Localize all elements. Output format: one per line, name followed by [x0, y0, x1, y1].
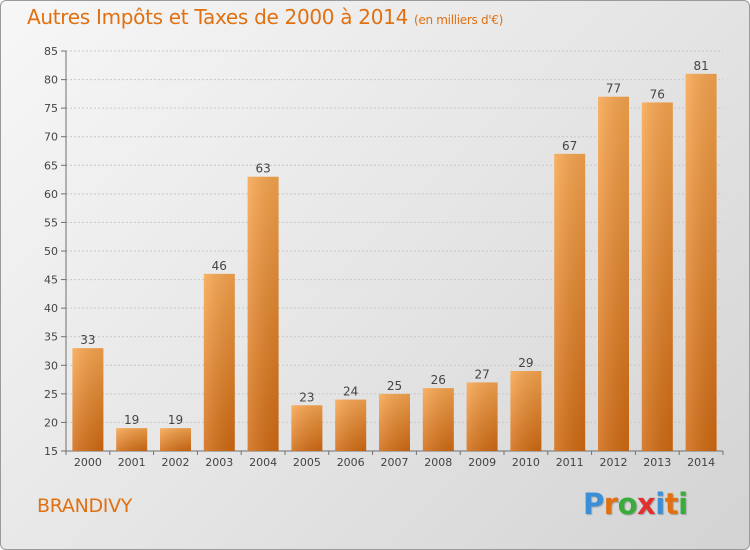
x-tick-label: 2004: [249, 456, 277, 469]
data-label: 77: [606, 82, 621, 96]
logo-letter: i: [678, 487, 688, 521]
x-tick-label: 2000: [74, 456, 102, 469]
data-label: 33: [80, 333, 95, 347]
x-tick-label: 2001: [118, 456, 146, 469]
bar-shade: [554, 153, 586, 451]
y-tick-label: 70: [44, 131, 58, 144]
x-tick-label: 2007: [381, 456, 409, 469]
x-tick-label: 2012: [600, 456, 628, 469]
bar-shade: [598, 96, 629, 451]
data-label: 26: [431, 373, 446, 387]
data-label: 81: [693, 59, 708, 73]
data-label: 63: [255, 162, 270, 176]
data-label: 67: [562, 139, 577, 153]
logo-letter: r: [603, 487, 618, 521]
bar-shade: [641, 102, 673, 451]
y-tick-label: 80: [44, 74, 58, 87]
x-tick-label: 2008: [424, 456, 452, 469]
x-tick-label: 2005: [293, 456, 321, 469]
data-label: 23: [299, 390, 314, 404]
bar-shade: [247, 176, 279, 451]
y-tick-label: 60: [44, 188, 58, 201]
x-tick-label: 2006: [337, 456, 365, 469]
x-tick-label: 2014: [687, 456, 715, 469]
y-tick-label: 25: [44, 388, 58, 401]
logo-letter: x: [637, 487, 656, 521]
bar-shade: [291, 405, 323, 451]
proxiti-logo[interactable]: Proxiti: [583, 487, 688, 521]
y-tick-label: 65: [44, 159, 58, 172]
y-tick-label: 15: [44, 445, 58, 458]
y-tick-label: 40: [44, 302, 58, 315]
data-label: 76: [650, 87, 665, 101]
y-tick-label: 35: [44, 331, 58, 344]
chart-title-unit: (en milliers d'€): [414, 13, 504, 27]
y-tick-label: 45: [44, 274, 58, 287]
logo-letter: P: [583, 487, 604, 521]
logo-letter: i: [655, 487, 665, 521]
y-tick-label: 20: [44, 416, 58, 429]
logo-letter: o: [617, 487, 638, 521]
chart-title: Autres Impôts et Taxes de 2000 à 2014 (en…: [27, 5, 503, 29]
bar-shade: [379, 393, 410, 451]
bar-shade: [160, 428, 191, 451]
x-tick-label: 2010: [512, 456, 540, 469]
bar-shade: [116, 428, 148, 451]
logo-letter: t: [664, 487, 679, 521]
data-label: 29: [518, 356, 533, 370]
data-label: 19: [168, 413, 183, 427]
bar-shade: [510, 371, 542, 451]
y-tick-label: 75: [44, 102, 58, 115]
bar-shade: [685, 73, 717, 451]
x-tick-label: 2013: [643, 456, 671, 469]
data-label: 27: [474, 367, 489, 381]
y-tick-label: 50: [44, 245, 58, 258]
data-label: 19: [124, 413, 139, 427]
bar-shade: [422, 388, 454, 451]
y-tick-label: 55: [44, 216, 58, 229]
bar-shade: [203, 273, 235, 451]
bar-shade: [72, 348, 104, 451]
bar-shade: [335, 399, 367, 451]
y-tick-label: 30: [44, 359, 58, 372]
x-tick-label: 2002: [162, 456, 190, 469]
x-tick-label: 2003: [205, 456, 233, 469]
bar-shade: [466, 382, 498, 451]
chart-title-main: Autres Impôts et Taxes de 2000 à 2014: [27, 5, 408, 29]
commune-name: BRANDIVY: [37, 495, 133, 517]
data-label: 46: [212, 259, 227, 273]
data-label: 24: [343, 385, 358, 399]
y-tick-label: 85: [44, 45, 58, 58]
data-label: 25: [387, 379, 402, 393]
x-tick-label: 2009: [468, 456, 496, 469]
x-tick-label: 2011: [556, 456, 584, 469]
